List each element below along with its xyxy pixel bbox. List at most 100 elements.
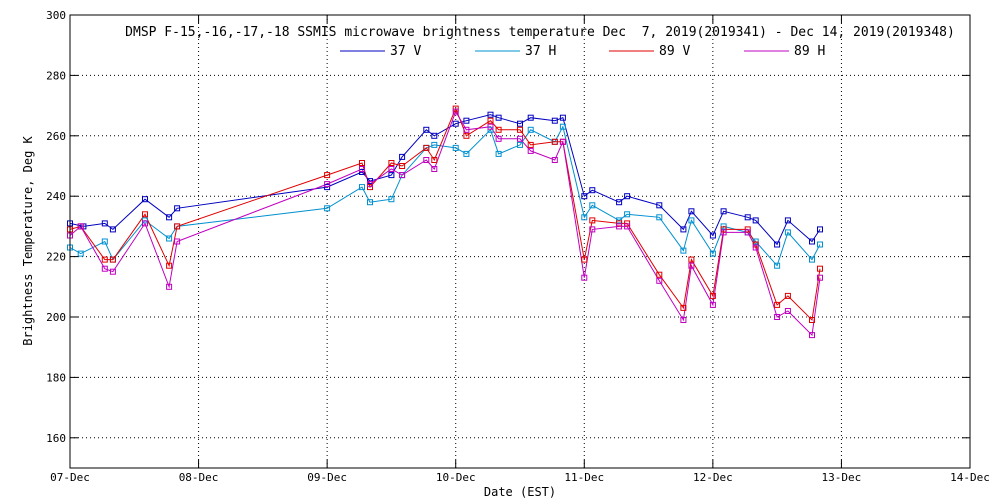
data-point-89-h (166, 283, 173, 290)
x-tick-label: 07-Dec (50, 471, 90, 484)
data-point-37-h (431, 141, 438, 148)
data-point-89-v (495, 126, 502, 133)
x-tick-label: 11-Dec (564, 471, 604, 484)
data-point-89-h (581, 274, 588, 281)
data-point-37-h (452, 144, 459, 151)
data-point-37-h (517, 141, 523, 148)
y-tick-label: 220 (46, 251, 66, 264)
data-point-89-v (166, 262, 173, 269)
data-point-89-h (109, 268, 116, 275)
data-point-37-h (581, 214, 588, 221)
data-point-37-h (527, 126, 534, 133)
data-point-89-v (423, 144, 430, 151)
data-point-37-v (589, 187, 596, 194)
data-point-89-v (399, 163, 406, 169)
data-point-37-h (656, 214, 663, 221)
data-point-89-h (720, 229, 727, 236)
y-tick-label: 160 (46, 432, 66, 445)
data-point-37-v (109, 226, 116, 233)
data-point-89-h (688, 262, 695, 269)
data-point-37-v (656, 202, 663, 209)
data-point-37-v (809, 238, 815, 245)
data-point-89-v (388, 160, 395, 166)
data-point-89-v (774, 301, 781, 308)
data-point-37-v (423, 126, 430, 133)
data-point-89-h (487, 123, 494, 130)
data-point-37-v (581, 193, 588, 200)
y-tick-label: 240 (46, 190, 66, 203)
data-point-37-v (142, 196, 148, 203)
data-point-37-v (399, 153, 406, 160)
data-point-89-h (527, 147, 534, 154)
data-point-37-v (452, 120, 459, 127)
data-point-37-h (624, 211, 631, 218)
data-point-89-h (101, 265, 108, 272)
data-point-89-h (463, 126, 470, 133)
data-point-37-v (744, 214, 751, 221)
x-axis-label: Date (EST) (484, 485, 556, 499)
data-point-37-v (817, 226, 823, 233)
data-point-89-v (359, 160, 365, 166)
data-point-89-h (784, 308, 791, 314)
data-point-89-v (581, 256, 588, 263)
data-point-89-v (101, 256, 108, 263)
data-point-89-v (809, 317, 815, 323)
data-point-37-h (487, 126, 494, 133)
data-point-89-h (324, 181, 331, 188)
data-point-37-v (101, 220, 108, 227)
plot-frame (69, 14, 971, 469)
data-point-89-v (656, 271, 663, 278)
data-point-89-h (423, 157, 430, 163)
data-point-89-h (77, 223, 84, 230)
data-point-89-v (109, 256, 116, 263)
data-point-89-h (809, 332, 815, 339)
data-point-89-h (174, 238, 181, 245)
y-tick-label: 200 (46, 311, 66, 324)
data-point-37-v (616, 199, 623, 206)
data-point-37-v (388, 172, 395, 179)
data-point-89-v (324, 172, 331, 179)
data-point-37-h (367, 199, 373, 206)
data-point-37-v (624, 193, 631, 200)
data-point-89-v (517, 126, 523, 133)
y-axis-label: Brightness Temperature, Deg K (21, 135, 35, 345)
legend-label-89-h: 89 H (794, 44, 825, 59)
data-point-89-h (495, 135, 502, 142)
data-point-89-h (709, 301, 716, 308)
legend: 37 V 37 H 89 V 89 H (340, 44, 825, 59)
data-point-89-v (688, 256, 695, 263)
y-tick-label: 300 (46, 9, 66, 22)
x-axis-tick-labels: 07-Dec 08-Dec 09-Dec 10-Dec 11-Dec 12-Dec 13-D… (50, 471, 990, 484)
data-point-89-h (551, 157, 558, 163)
series-markers (67, 105, 823, 339)
data-point-37-v (517, 120, 523, 127)
data-point-37-v (551, 117, 558, 124)
data-point-37-v (688, 208, 695, 215)
data-point-89-v (817, 265, 823, 272)
y-tick-label: 280 (46, 69, 66, 82)
x-tick-label: 12-Dec (693, 471, 733, 484)
data-point-89-h (559, 138, 566, 145)
data-point-89-v (784, 292, 791, 299)
data-point-89-h (774, 314, 781, 320)
legend-label-37-h: 37 H (525, 44, 556, 59)
data-point-37-h (680, 247, 687, 254)
data-point-89-h (680, 317, 687, 323)
data-point-89-h (367, 181, 373, 188)
data-point-37-h (817, 241, 823, 248)
data-point-89-h (142, 220, 148, 227)
data-point-89-h (624, 223, 631, 230)
data-point-89-v (680, 304, 687, 311)
data-point-37-v (559, 114, 566, 121)
data-point-37-h (166, 235, 173, 242)
data-point-37-v (680, 226, 687, 233)
data-point-89-v (551, 138, 558, 145)
data-point-89-h (452, 108, 459, 115)
data-point-89-h (359, 166, 365, 172)
data-point-37-v (784, 217, 791, 224)
axis-ticks (69, 14, 971, 468)
data-point-37-h (589, 202, 596, 209)
data-point-37-h (101, 238, 108, 245)
chart-title: DMSP F-15,-16,-17,-18 SSMIS microwave br… (125, 25, 955, 40)
